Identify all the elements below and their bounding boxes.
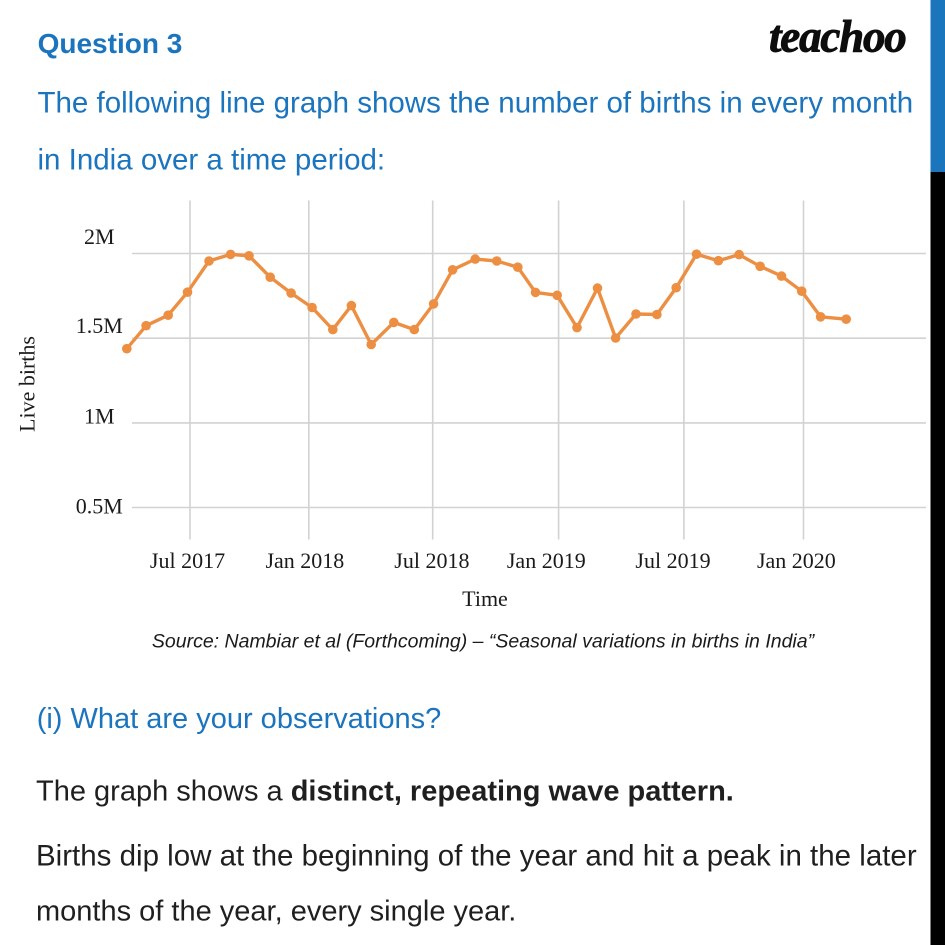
svg-text:2M: 2M xyxy=(84,224,115,249)
svg-text:Jul 2017: Jul 2017 xyxy=(150,548,225,573)
svg-text:Jan 2020: Jan 2020 xyxy=(757,548,836,573)
svg-text:The graph shows a distinct, re: The graph shows a distinct, repeating wa… xyxy=(36,776,734,808)
svg-text:teachoo: teachoo xyxy=(769,12,906,62)
svg-text:(i) What are your observations: (i) What are your observations? xyxy=(37,703,442,735)
svg-text:Live births: Live births xyxy=(15,336,40,432)
svg-text:months of the year, every sing: months of the year, every single year. xyxy=(36,896,516,928)
svg-text:Question 3: Question 3 xyxy=(38,28,183,59)
svg-text:Jul 2018: Jul 2018 xyxy=(394,548,469,573)
svg-text:Jul 2019: Jul 2019 xyxy=(635,548,710,573)
svg-text:Source: Nambiar et al (Forthco: Source: Nambiar et al (Forthcoming) – “S… xyxy=(152,631,816,653)
svg-text:Time: Time xyxy=(462,586,508,611)
svg-text:The following line graph shows: The following line graph shows the numbe… xyxy=(38,87,914,120)
svg-text:Jan 2018: Jan 2018 xyxy=(265,548,344,573)
svg-text:in India over a time period:: in India over a time period: xyxy=(38,144,386,177)
svg-text:1.5M: 1.5M xyxy=(76,313,123,338)
svg-text:1M: 1M xyxy=(84,403,115,428)
svg-text:0.5M: 0.5M xyxy=(76,494,123,519)
svg-text:Jan 2019: Jan 2019 xyxy=(507,548,586,573)
svg-text:Births dip low at the beginnin: Births dip low at the beginning of the y… xyxy=(36,840,917,873)
